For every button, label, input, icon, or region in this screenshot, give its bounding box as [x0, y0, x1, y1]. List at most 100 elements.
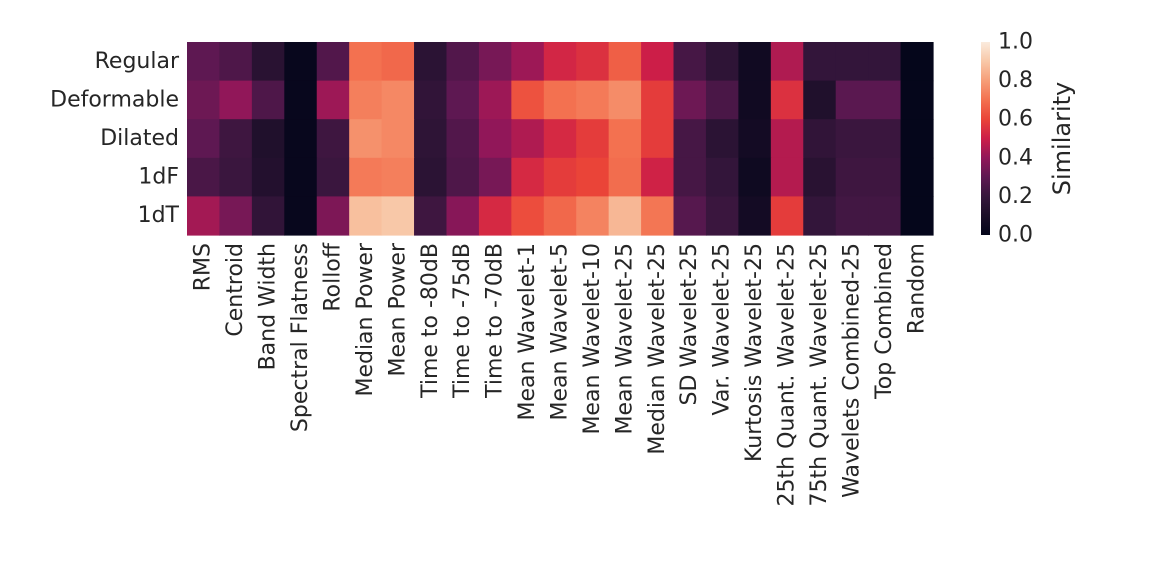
- row-label-1df: 1dF: [138, 165, 179, 190]
- heatmap-cell-1df-wavelets-combined-25: [835, 157, 869, 197]
- column-label-wavelets-combined-25: Wavelets Combined-25: [839, 243, 864, 498]
- heatmap-cell-regular-25th-quant-wavelet-25: [770, 42, 804, 82]
- heatmap-cell-dilated-time-to-80db: [414, 119, 448, 159]
- colorbar-tick-0-6: 0.6: [998, 107, 1033, 132]
- heatmap-cell-dilated-median-wavelet-25: [641, 119, 675, 159]
- heatmap-cell-deformable-top-combined: [868, 80, 902, 120]
- heatmap-cell-1df-median-wavelet-25: [641, 157, 675, 197]
- colorbar-ticks: 0.0 0.2 0.4 0.6 0.8 1.0: [998, 30, 1033, 248]
- row-labels: Regular Deformable Dilated 1dF 1dT: [50, 49, 180, 228]
- heatmap-cell-1df-centroid: [219, 157, 253, 197]
- heatmap-cell-regular-median-wavelet-25: [641, 42, 675, 82]
- heatmap-cell-deformable-median-power: [349, 80, 383, 120]
- column-label-time-to-75db: Time to -75dB: [450, 243, 475, 399]
- heatmap-cell-1df-rms: [187, 157, 221, 197]
- heatmap-cell-1dt-time-to-70db: [478, 196, 512, 236]
- heatmap-cell-dilated-median-power: [349, 119, 383, 159]
- colorbar-tick-1-0: 1.0: [998, 30, 1033, 55]
- heatmap-cell-dilated-mean-wavelet-5: [543, 119, 577, 159]
- heatmap-cell-1dt-mean-wavelet-5: [543, 196, 577, 236]
- row-label-deformable: Deformable: [50, 87, 179, 112]
- heatmap-cell-regular-mean-wavelet-1: [511, 42, 545, 82]
- colorbar-tick-0-4: 0.4: [998, 145, 1033, 170]
- colorbar-tick-0-8: 0.8: [998, 68, 1033, 93]
- heatmap-cell-deformable-mean-wavelet-10: [576, 80, 610, 120]
- heatmap-cell-dilated-centroid: [219, 119, 253, 159]
- column-label-top-combined: Top Combined: [872, 243, 897, 400]
- heatmap-cell-deformable-time-to-75db: [446, 80, 480, 120]
- heatmap-cell-1dt-centroid: [219, 196, 253, 236]
- heatmap-cell-deformable-random: [900, 80, 934, 120]
- heatmap-cell-dilated-top-combined: [868, 119, 902, 159]
- heatmap-cell-regular-mean-wavelet-5: [543, 42, 577, 82]
- heatmap-cell-1dt-75th-quant-wavelet-25: [803, 196, 837, 236]
- row-label-regular: Regular: [95, 49, 180, 74]
- heatmap-cell-1df-time-to-75db: [446, 157, 480, 197]
- heatmap-cell-dilated-25th-quant-wavelet-25: [770, 119, 804, 159]
- column-label-median-power: Median Power: [353, 242, 378, 396]
- column-label-mean-power: Mean Power: [385, 242, 410, 376]
- heatmap-cell-deformable-centroid: [219, 80, 253, 120]
- heatmap-cell-regular-kurtosis-wavelet-25: [738, 42, 772, 82]
- heatmap-cell-deformable-var-wavelet-25: [705, 80, 739, 120]
- heatmap-cell-1dt-var-wavelet-25: [705, 196, 739, 236]
- column-label-25th-quant-wavelet-25: 25th Quant. Wavelet-25: [775, 243, 800, 506]
- column-label-spectral-flatness: Spectral Flatness: [288, 243, 313, 432]
- heatmap-cell-deformable-time-to-80db: [414, 80, 448, 120]
- column-label-band-width: Band Width: [256, 243, 281, 370]
- heatmap-cell-1df-25th-quant-wavelet-25: [770, 157, 804, 197]
- heatmap-cell-regular-sd-wavelet-25: [673, 42, 707, 82]
- heatmap-cell-1df-random: [900, 157, 934, 197]
- heatmap-cell-regular-time-to-70db: [478, 42, 512, 82]
- column-label-var-wavelet-25: Var. Wavelet-25: [710, 243, 735, 415]
- heatmap-cell-1dt-time-to-80db: [414, 196, 448, 236]
- heatmap-cell-deformable-25th-quant-wavelet-25: [770, 80, 804, 120]
- heatmap-cell-regular-wavelets-combined-25: [835, 42, 869, 82]
- heatmap-cell-deformable-kurtosis-wavelet-25: [738, 80, 772, 120]
- column-label-mean-wavelet-5: Mean Wavelet-5: [548, 243, 573, 421]
- heatmap-cell-dilated-spectral-flatness: [284, 119, 318, 159]
- heatmap-cell-dilated-wavelets-combined-25: [835, 119, 869, 159]
- heatmap-cell-1dt-random: [900, 196, 934, 236]
- heatmap-cell-1df-mean-wavelet-10: [576, 157, 610, 197]
- column-label-centroid: Centroid: [223, 243, 248, 337]
- colorbar-tick-0-0: 0.0: [998, 223, 1033, 248]
- heatmap-cell-1dt-kurtosis-wavelet-25: [738, 196, 772, 236]
- heatmap-cell-deformable-band-width: [251, 80, 285, 120]
- heatmap-cell-1dt-rms: [187, 196, 221, 236]
- heatmap-cell-1dt-median-power: [349, 196, 383, 236]
- column-label-kurtosis-wavelet-25: Kurtosis Wavelet-25: [742, 243, 767, 462]
- heatmap-cell-regular-band-width: [251, 42, 285, 82]
- heatmap-cell-deformable-rolloff: [316, 80, 350, 120]
- heatmap-cell-regular-top-combined: [868, 42, 902, 82]
- heatmap-cell-1df-mean-wavelet-5: [543, 157, 577, 197]
- heatmap-cell-regular-time-to-75db: [446, 42, 480, 82]
- heatmap-cell-1df-time-to-70db: [478, 157, 512, 197]
- row-label-dilated: Dilated: [100, 126, 179, 151]
- heatmap-cell-1dt-top-combined: [868, 196, 902, 236]
- heatmap-cell-dilated-mean-wavelet-25: [608, 119, 642, 159]
- heatmap-cell-1df-time-to-80db: [414, 157, 448, 197]
- heatmap-cell-dilated-time-to-75db: [446, 119, 480, 159]
- heatmap-cell-1df-spectral-flatness: [284, 157, 318, 197]
- heatmap-cell-deformable-spectral-flatness: [284, 80, 318, 120]
- row-label-1dt: 1dT: [138, 203, 180, 228]
- heatmap-cell-1dt-time-to-75db: [446, 196, 480, 236]
- column-label-time-to-70db: Time to -70dB: [483, 243, 508, 399]
- heatmap-cell-1dt-25th-quant-wavelet-25: [770, 196, 804, 236]
- heatmap-cell-regular-spectral-flatness: [284, 42, 318, 82]
- heatmap-cell-regular-mean-wavelet-25: [608, 42, 642, 82]
- heatmap-cell-1df-sd-wavelet-25: [673, 157, 707, 197]
- heatmap-cell-1dt-rolloff: [316, 196, 350, 236]
- heatmap-cell-1df-rolloff: [316, 157, 350, 197]
- heatmap-cell-deformable-time-to-70db: [478, 80, 512, 120]
- heatmap-cell-dilated-75th-quant-wavelet-25: [803, 119, 837, 159]
- heatmap-cell-regular-mean-wavelet-10: [576, 42, 610, 82]
- heatmap-cell-deformable-75th-quant-wavelet-25: [803, 80, 837, 120]
- heatmap-cell-dilated-rms: [187, 119, 221, 159]
- heatmap-cell-1df-kurtosis-wavelet-25: [738, 157, 772, 197]
- heatmap-cell-dilated-mean-wavelet-1: [511, 119, 545, 159]
- heatmap-cell-dilated-mean-wavelet-10: [576, 119, 610, 159]
- heatmap-cell-dilated-band-width: [251, 119, 285, 159]
